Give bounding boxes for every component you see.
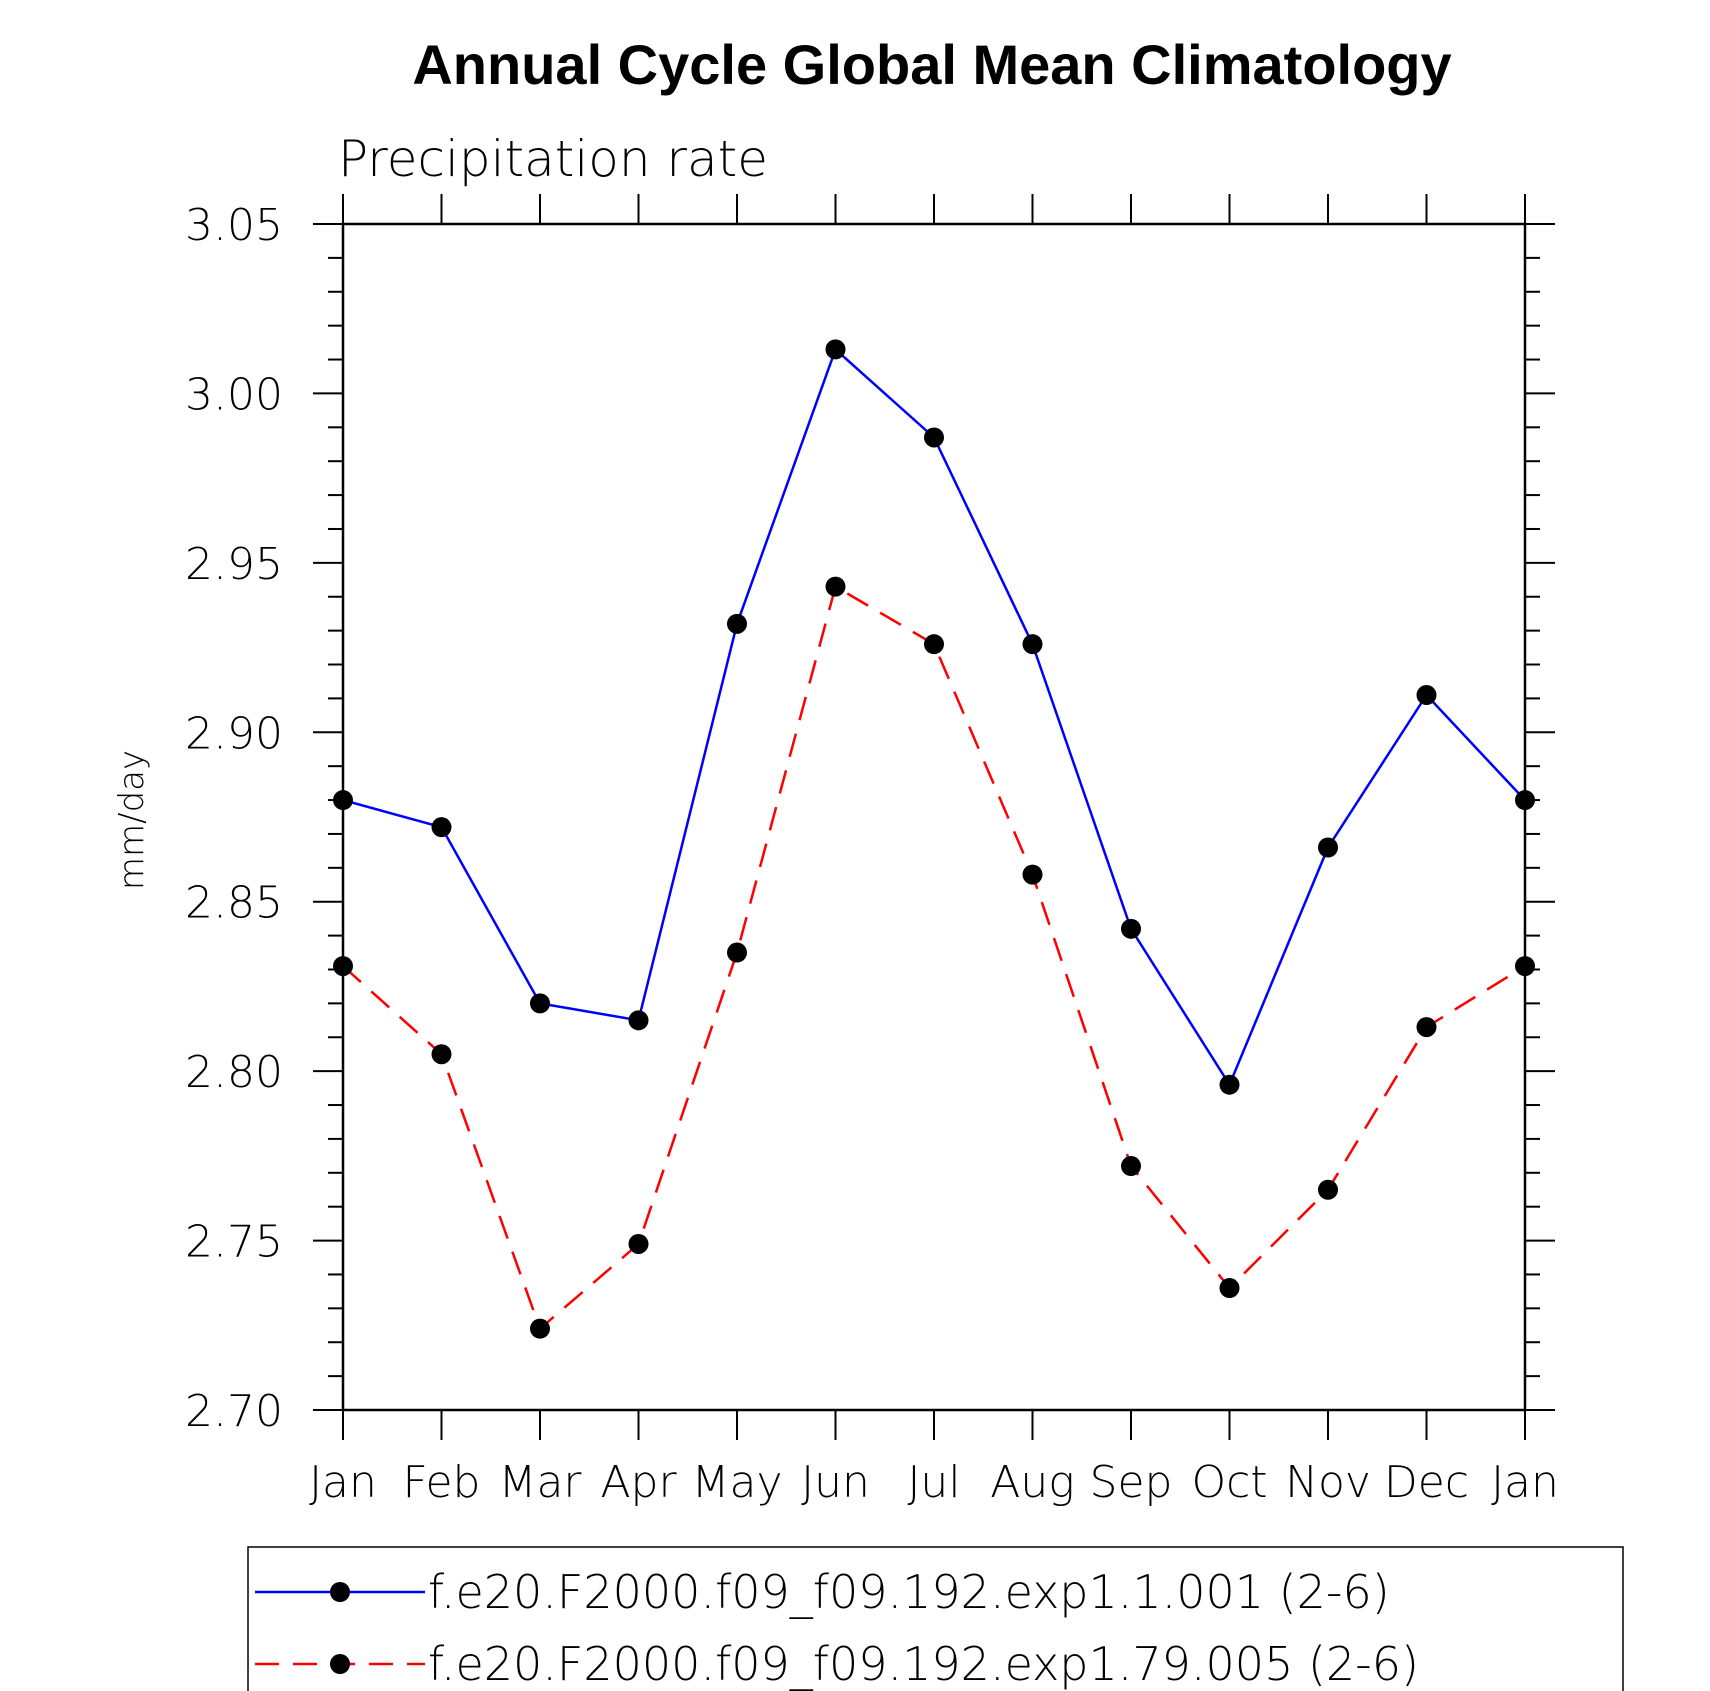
series-line-1 [342, 347, 1526, 1088]
x-tick-label: Jan [1491, 1457, 1559, 1508]
series-line-2 [342, 584, 1526, 1331]
series-1-point [431, 817, 452, 838]
x-tick-label: Apr [600, 1457, 677, 1508]
legend-box [247, 1546, 1624, 1691]
x-tick-label: Feb [403, 1457, 481, 1508]
axes: 2.70 2.75 2.80 2.85 2.90 2.95 3.00 3.05 Jan Feb Ma… [185, 194, 1559, 1508]
series-2-point [530, 1318, 550, 1339]
series-2-point [1318, 1179, 1338, 1200]
legend-label-2: f.e20.F2000.f09_f09.192.exp1.79.005 (2-6… [428, 1637, 1419, 1691]
series-1-point [628, 1010, 649, 1031]
y-tick-label: 3.05 [185, 200, 283, 251]
x-tick-label: Oct [1191, 1457, 1267, 1508]
series-2-point [727, 942, 747, 963]
y-tick-label: 2.80 [185, 1047, 283, 1098]
x-tick-label: Mar [498, 1457, 582, 1508]
series-2-point [431, 1044, 452, 1065]
y-axis-label: mm/day [112, 750, 152, 890]
x-tick-label: Jul [907, 1457, 960, 1508]
x-tick-label: Aug [990, 1457, 1074, 1508]
y-tick-label: 3.00 [185, 369, 283, 420]
series-2-point [924, 634, 944, 655]
series-2-point [333, 956, 353, 977]
series-1-point [825, 339, 846, 360]
x-tick-label: Nov [1285, 1457, 1371, 1508]
series-1-point [333, 790, 353, 811]
y-tick-label: 2.90 [185, 708, 283, 759]
chart-title: Annual Cycle Global Mean Climatology [412, 33, 1451, 96]
series-2-point [825, 576, 846, 597]
x-tick-label: May [692, 1457, 783, 1508]
x-tick-label: Jun [801, 1457, 870, 1508]
series-1-point [1515, 790, 1535, 811]
x-tick-label: Jan [309, 1457, 377, 1508]
chart-subtitle: Precipitation rate [338, 130, 768, 188]
legend-marker-1 [330, 1582, 350, 1602]
y-tick-label: 2.85 [185, 878, 283, 929]
series-1-point [727, 613, 747, 634]
series-1-point [1416, 685, 1437, 706]
series-1-point [1219, 1074, 1240, 1095]
x-tick-label: Dec [1384, 1457, 1469, 1508]
series-2-point [1022, 864, 1043, 885]
series-2-point [628, 1233, 649, 1254]
y-tick-label: 2.95 [185, 539, 283, 590]
series-1-point [530, 993, 550, 1014]
series-1-point [924, 427, 944, 448]
series-2-point [1416, 1017, 1437, 1038]
x-tick-label: Sep [1090, 1457, 1173, 1508]
y-tick-label: 2.70 [185, 1386, 283, 1437]
legend-label-1: f.e20.F2000.f09_f09.192.exp1.1.001 (2-6) [428, 1565, 1390, 1619]
series-layer [333, 339, 1535, 1339]
series-1-point [1022, 634, 1043, 655]
series-1-point [1318, 837, 1338, 858]
legend-marker-2 [330, 1654, 350, 1674]
series-2-point [1219, 1278, 1240, 1299]
series-2-point [1121, 1156, 1141, 1177]
y-tick-label: 2.75 [185, 1217, 283, 1268]
series-1-point [1121, 918, 1141, 939]
series-2-point [1515, 956, 1535, 977]
legend: f.e20.F2000.f09_f09.192.exp1.1.001 (2-6)… [247, 1546, 1624, 1691]
